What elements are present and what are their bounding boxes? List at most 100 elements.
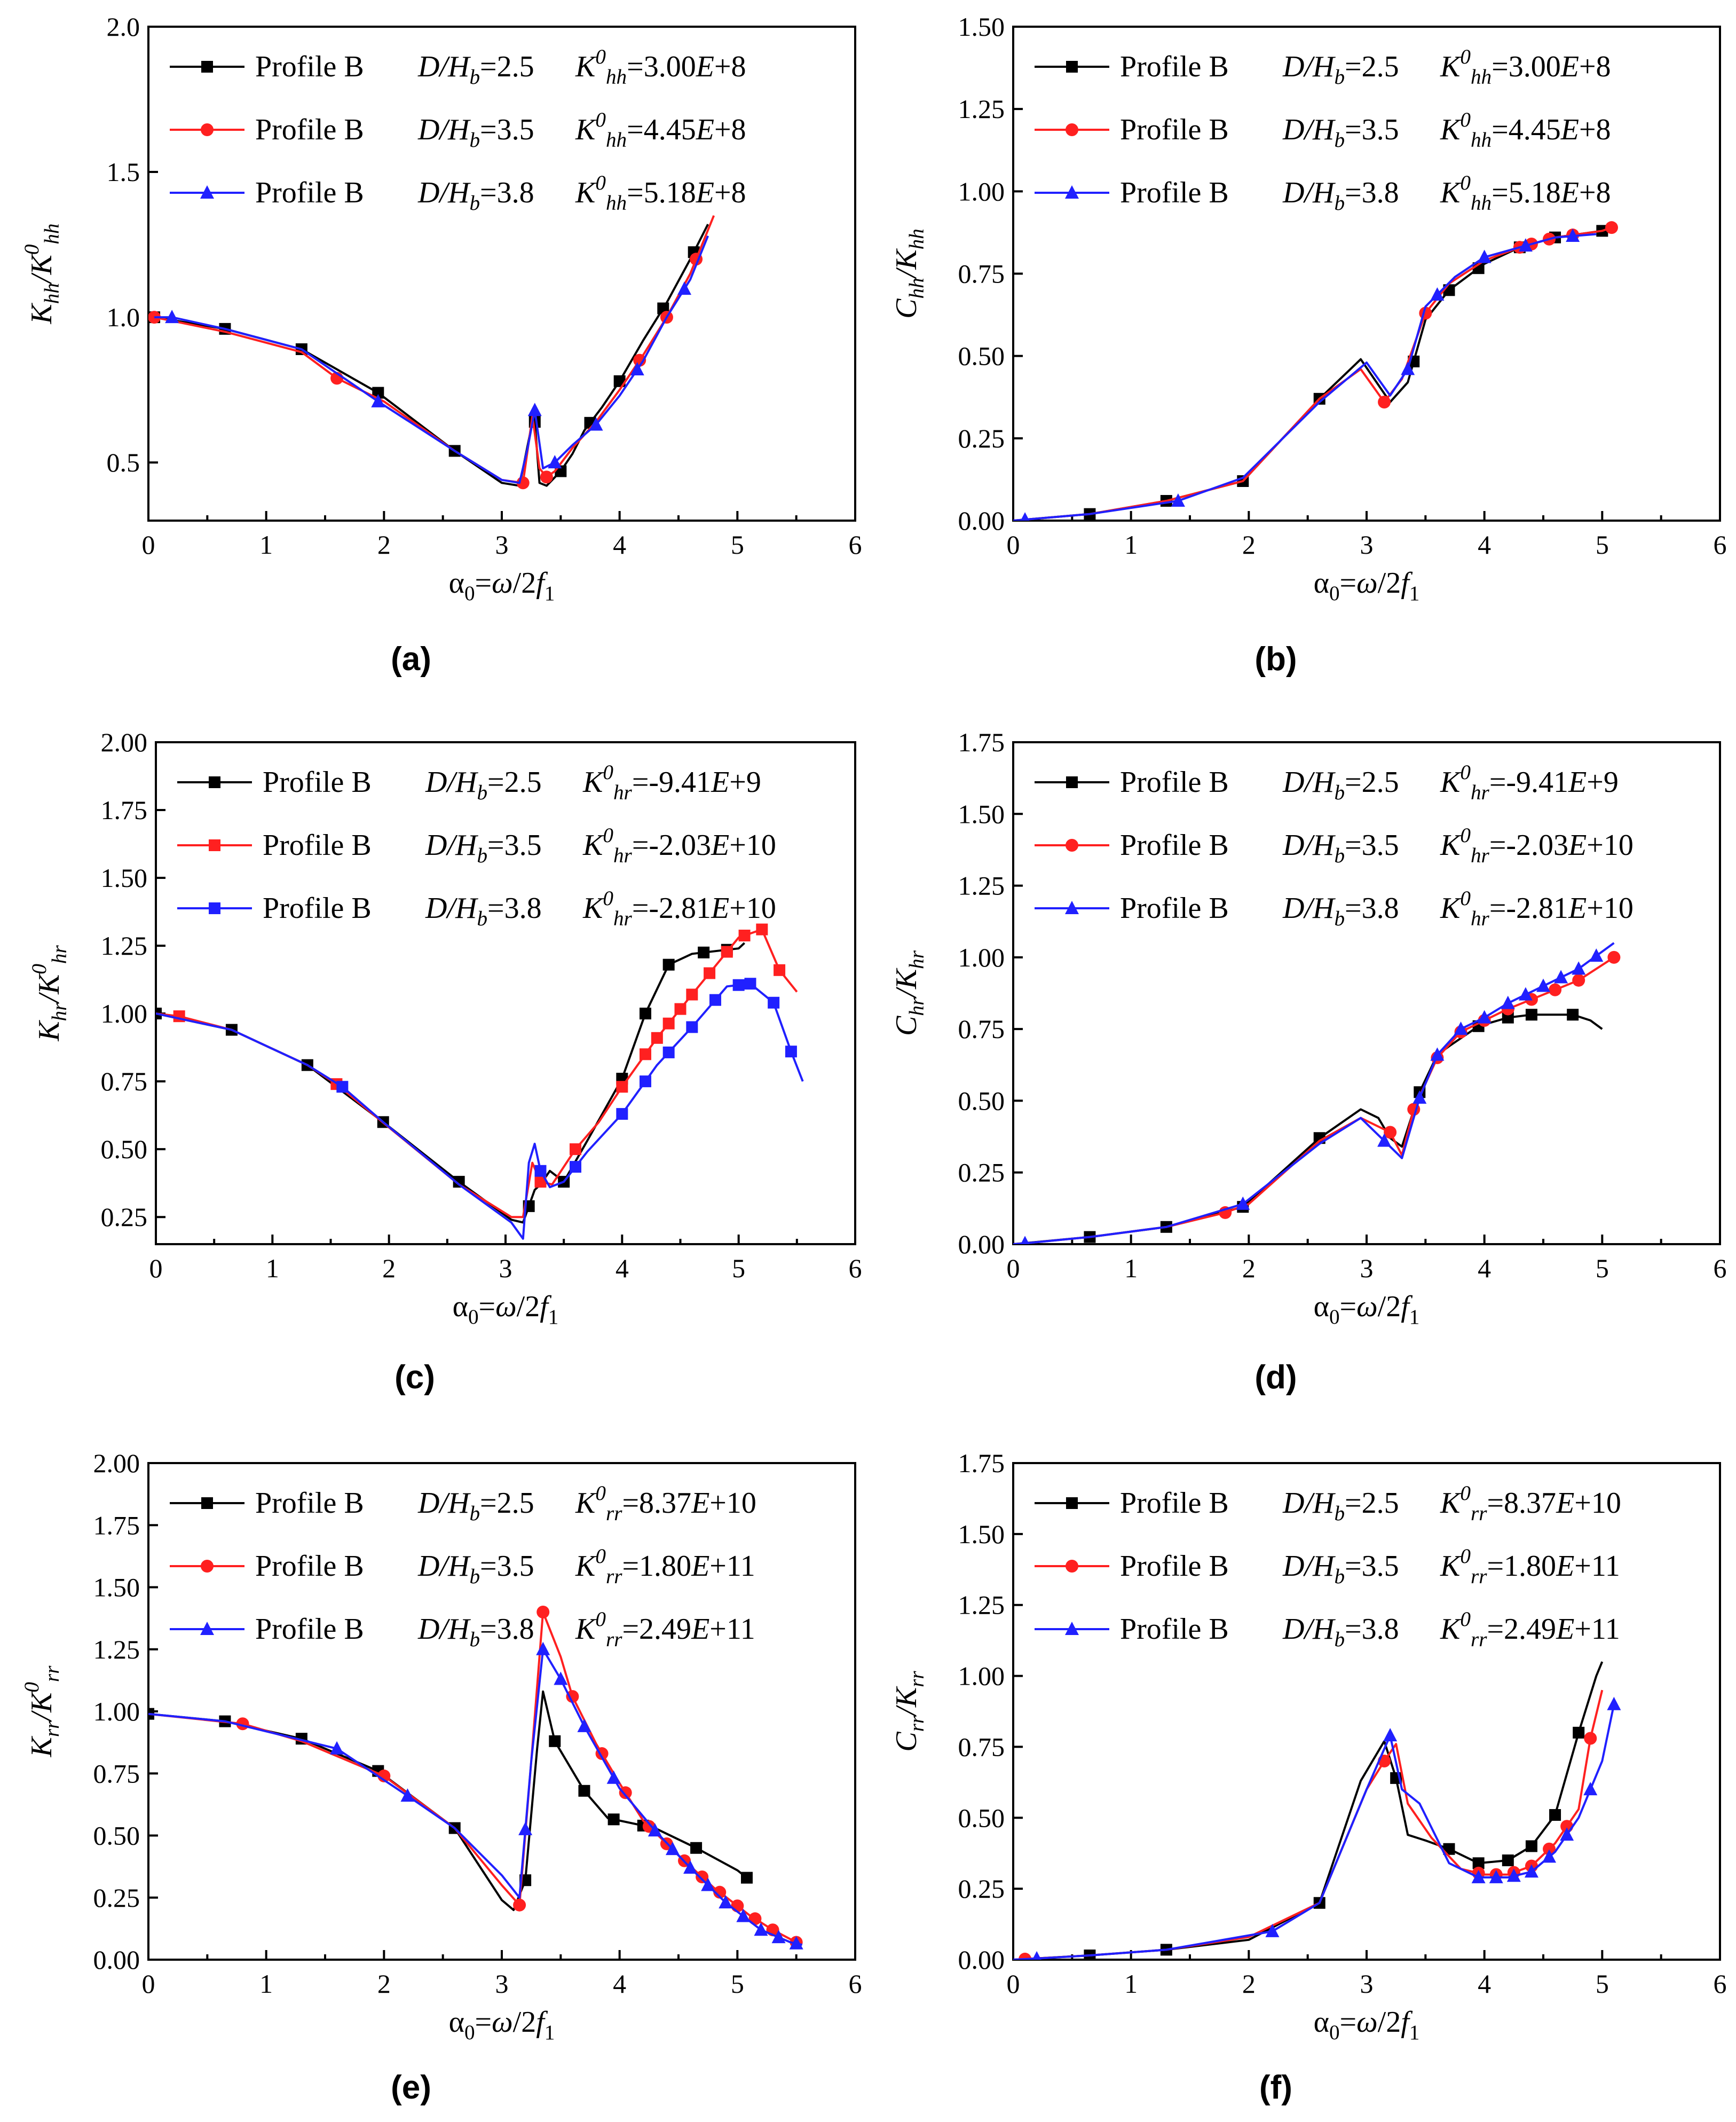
series-line xyxy=(1013,1013,1603,1244)
legend-label: Profile B xyxy=(263,892,372,925)
x-tick-label: 0 xyxy=(1007,1969,1020,1999)
plot-frame xyxy=(1012,26,1721,522)
series-line xyxy=(154,215,715,484)
data-point xyxy=(721,946,733,958)
x-tick-label: 2 xyxy=(377,1969,391,1999)
series-blue xyxy=(156,978,804,1240)
panel-label: (a) xyxy=(391,641,431,678)
x-tick-label: 5 xyxy=(731,1969,744,1999)
x-tick-label: 0 xyxy=(1007,530,1020,560)
data-point xyxy=(453,1176,465,1188)
legend-stiffness: K0hh=4.45E+8 xyxy=(1440,108,1611,152)
data-point xyxy=(677,281,692,295)
data-point xyxy=(640,1075,651,1088)
legend-label: Profile B xyxy=(263,829,372,862)
y-tick-label: 0.25 xyxy=(93,1883,140,1913)
y-tick-label: 1.25 xyxy=(958,1590,1005,1620)
y-tick-label: 0.25 xyxy=(958,1874,1005,1904)
x-tick-label: 3 xyxy=(495,1969,509,1999)
y-tick-label: 2.00 xyxy=(93,1448,140,1478)
legend-stiffness: K0hr=-2.81E+10 xyxy=(1440,887,1634,930)
y-tick-label: 1.50 xyxy=(958,12,1005,42)
svg-text:Khh/K0hh: Khh/K0hh xyxy=(20,223,64,324)
legend-marker xyxy=(1066,839,1078,852)
x-tick-label: 0 xyxy=(1007,1253,1020,1283)
legend-marker xyxy=(200,1622,214,1635)
data-point xyxy=(640,1048,651,1060)
x-tick-label: 4 xyxy=(1478,1969,1491,1999)
legend-label: Profile B xyxy=(255,1487,364,1520)
data-point xyxy=(662,1017,675,1029)
legend-marker xyxy=(201,123,214,136)
series-line xyxy=(148,1611,797,1944)
data-point xyxy=(1572,973,1585,987)
legend-ratio: D/Hb=3.5 xyxy=(417,113,534,152)
data-point xyxy=(536,1641,550,1655)
x-axis-label: α0=ω/2f1 xyxy=(449,2006,555,2044)
legend-stiffness: K0rr=2.49E+11 xyxy=(575,1608,755,1651)
y-axis-label: Krr/K0rr xyxy=(20,1665,64,1758)
data-point xyxy=(589,417,603,431)
legend-ratio: D/Hb=3.5 xyxy=(1282,113,1399,152)
legend-label: Profile B xyxy=(255,113,364,146)
data-point xyxy=(1020,512,1030,521)
y-tick-label: 1.75 xyxy=(958,1448,1005,1478)
series-line xyxy=(154,235,709,484)
y-tick-label: 0.00 xyxy=(958,506,1005,536)
series-line xyxy=(156,942,745,1224)
data-point xyxy=(736,1908,751,1922)
legend-marker xyxy=(1065,901,1079,914)
data-point xyxy=(1430,287,1445,301)
legend-stiffness: K0rr=8.37E+10 xyxy=(1440,1482,1621,1525)
series-blue xyxy=(154,235,709,484)
data-point xyxy=(1020,1236,1030,1244)
chart-panel-e: 0 1 2 3 4 5 6 0.00 0.25 0.50 0.75 1.00 1.25 1.50 1.75 2… xyxy=(20,1448,862,2106)
y-tick-label: 0.75 xyxy=(93,1758,140,1788)
y-tick-label: 1.00 xyxy=(101,999,148,1028)
legend-ratio: D/Hb=3.8 xyxy=(1282,176,1399,215)
data-point xyxy=(548,455,562,469)
panel-label: (f) xyxy=(1259,2069,1292,2106)
series-red xyxy=(148,215,715,490)
legend-label: Profile B xyxy=(255,1550,364,1583)
data-point xyxy=(577,1718,591,1732)
x-tick-label: 4 xyxy=(613,1969,626,1999)
data-point xyxy=(1413,1090,1427,1104)
y-axis-label: Chh/Khh xyxy=(890,229,928,319)
data-point xyxy=(1501,995,1515,1009)
legend-marker xyxy=(200,185,214,199)
legend-marker xyxy=(209,839,220,851)
legend-marker xyxy=(1066,1560,1078,1573)
y-tick-label: 1.25 xyxy=(101,931,148,961)
legend-label: Profile B xyxy=(255,176,364,209)
x-tick-label: 6 xyxy=(849,1253,862,1283)
plot-frame xyxy=(1012,741,1721,1245)
data-point xyxy=(704,967,716,979)
legend-label: Profile B xyxy=(1120,766,1229,799)
data-point xyxy=(719,1895,733,1909)
y-tick-label: 0.50 xyxy=(93,1821,140,1851)
y-tick-label: 0.50 xyxy=(958,341,1005,371)
data-point xyxy=(709,994,721,1006)
series-line xyxy=(1013,233,1597,521)
legend-stiffness: K0hr=-2.03E+10 xyxy=(582,824,776,867)
data-point xyxy=(686,988,698,1001)
data-point xyxy=(1584,1732,1597,1745)
x-tick-label: 2 xyxy=(1242,1969,1256,1999)
y-tick-label: 0.50 xyxy=(958,1803,1005,1833)
data-point xyxy=(651,1032,663,1044)
legend-ratio: D/Hb=2.5 xyxy=(417,50,534,89)
data-point xyxy=(1549,983,1562,996)
data-point xyxy=(400,1788,415,1802)
series-line xyxy=(1013,1661,1604,1960)
data-point xyxy=(566,1690,579,1703)
y-tick-label: 1.00 xyxy=(93,1696,140,1726)
panel-label: (d) xyxy=(1254,1359,1297,1396)
legend-label: Profile B xyxy=(1120,176,1229,209)
data-point xyxy=(336,1081,349,1093)
x-tick-label: 5 xyxy=(1596,1969,1609,1999)
series-red xyxy=(1013,1689,1604,1960)
y-tick-label: 1.00 xyxy=(958,176,1005,206)
series-line xyxy=(1013,230,1608,521)
x-axis-label: α0=ω/2f1 xyxy=(1314,2006,1420,2044)
